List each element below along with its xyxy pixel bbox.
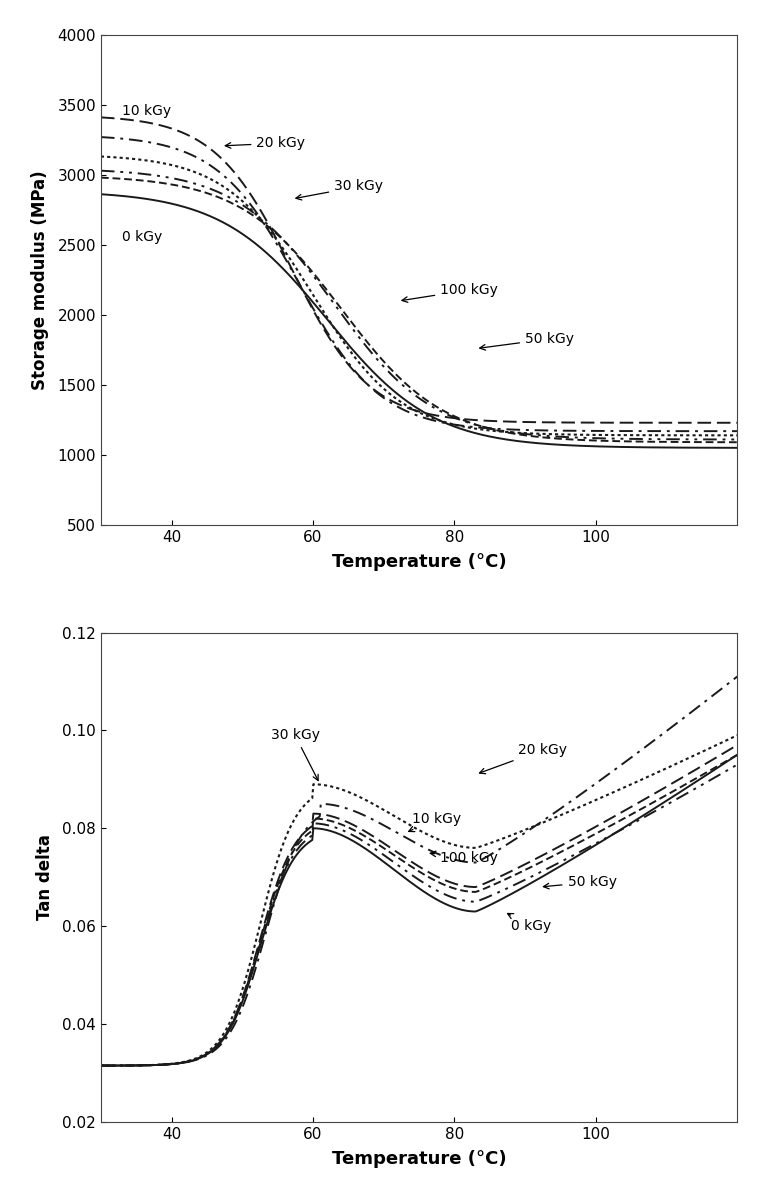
Text: 0 kGy: 0 kGy	[508, 913, 551, 933]
Text: 100 kGy: 100 kGy	[402, 283, 498, 302]
Y-axis label: Tan delta: Tan delta	[36, 834, 54, 920]
Y-axis label: Storage modulus (MPa): Storage modulus (MPa)	[31, 170, 49, 390]
Text: 20 kGy: 20 kGy	[480, 743, 567, 774]
Text: 10 kGy: 10 kGy	[409, 811, 461, 831]
Text: 0 kGy: 0 kGy	[122, 230, 162, 243]
Text: 10 kGy: 10 kGy	[122, 104, 171, 118]
X-axis label: Temperature (°C): Temperature (°C)	[331, 1150, 507, 1168]
Text: 30 kGy: 30 kGy	[296, 180, 383, 200]
Text: 50 kGy: 50 kGy	[543, 875, 616, 889]
Text: 30 kGy: 30 kGy	[271, 729, 320, 781]
X-axis label: Temperature (°C): Temperature (°C)	[331, 553, 507, 572]
Text: 20 kGy: 20 kGy	[225, 136, 306, 150]
Text: 100 kGy: 100 kGy	[430, 850, 498, 864]
Text: 50 kGy: 50 kGy	[480, 332, 574, 350]
